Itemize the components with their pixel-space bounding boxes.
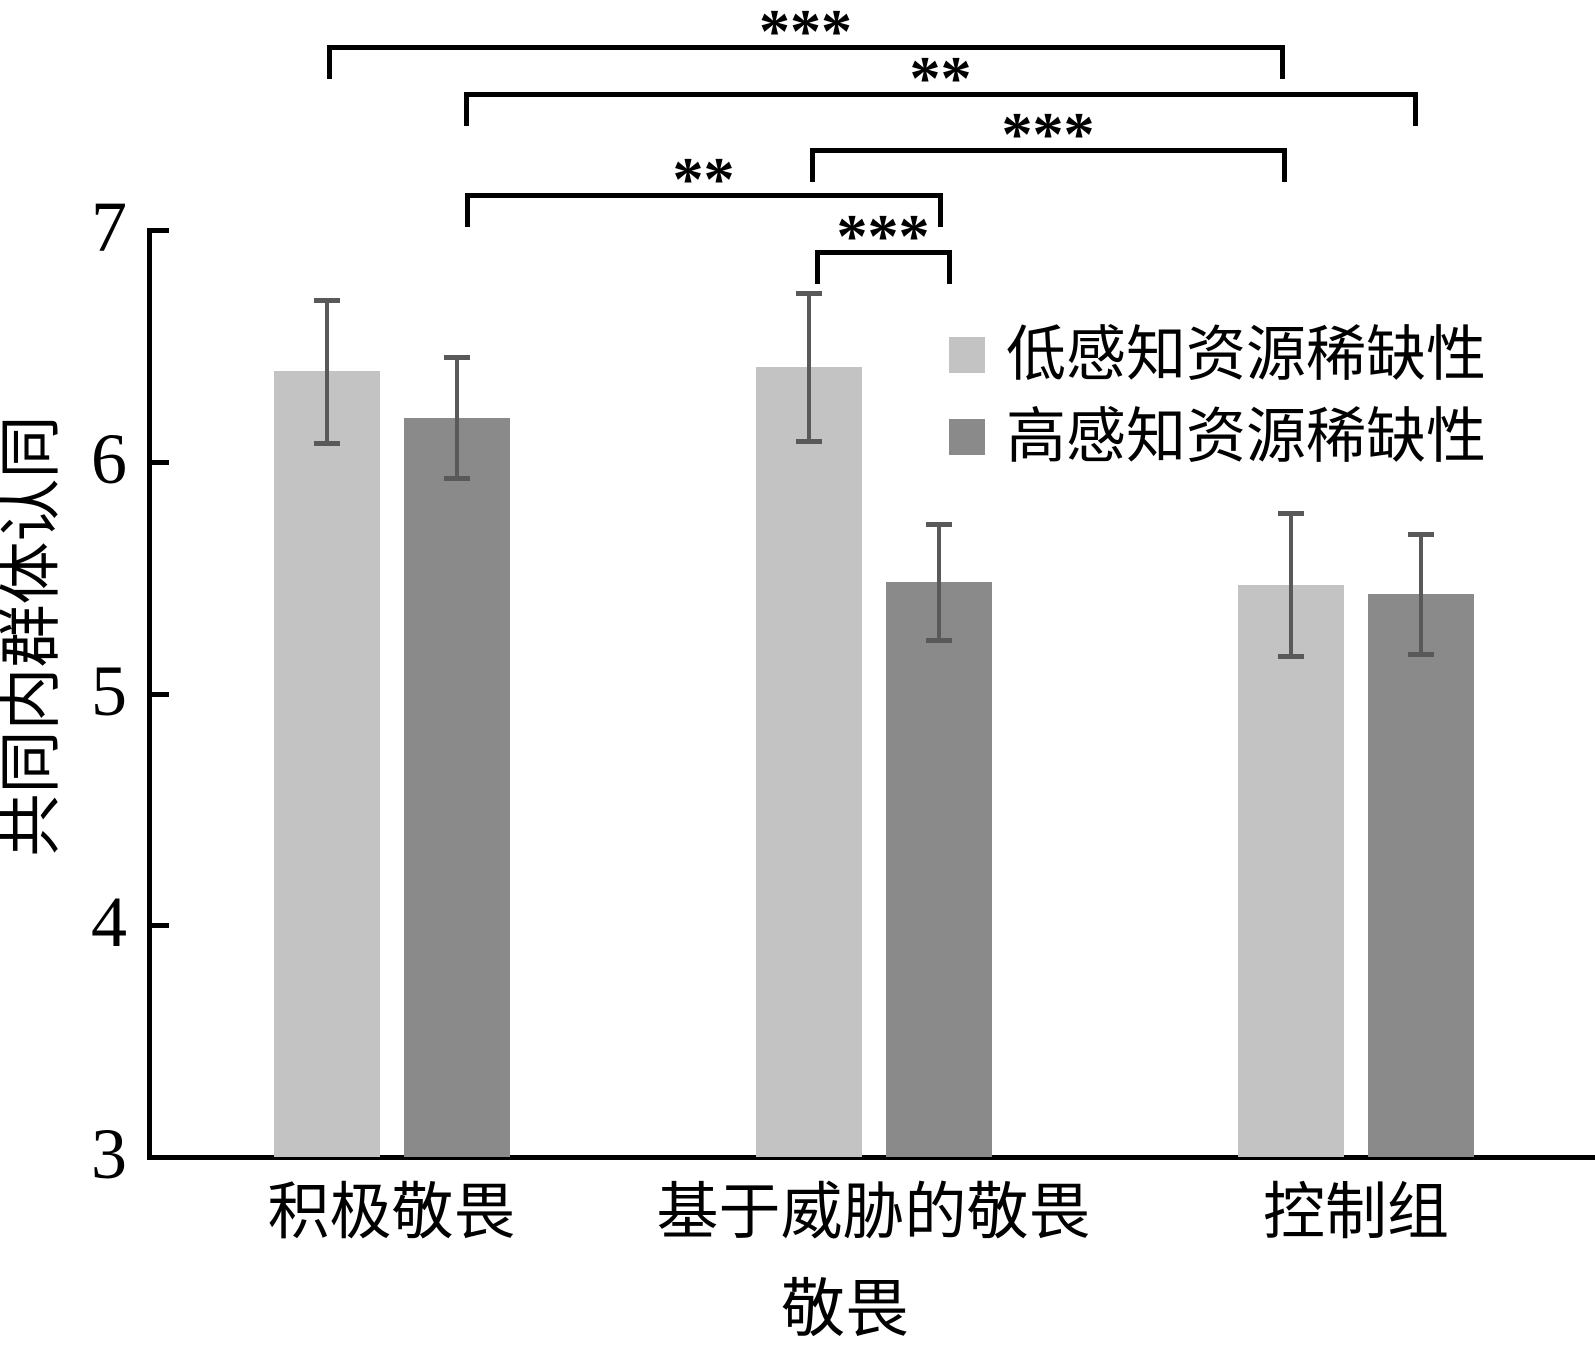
x-category-label-2: 控制组	[1262, 1179, 1450, 1247]
significance-bracket-tick	[947, 250, 952, 284]
significance-bracket-tick	[1280, 45, 1285, 79]
error-bar-cap-bottom	[1408, 652, 1434, 658]
y-axis-line	[147, 228, 152, 1160]
y-tick-label-5: 5	[91, 650, 127, 731]
significance-label-3: **	[672, 146, 735, 214]
y-tick-7	[152, 228, 169, 233]
significance-bracket-tick	[815, 250, 820, 284]
y-tick-6	[152, 459, 169, 465]
significance-bracket-tick	[938, 193, 943, 227]
legend: 低感知资源稀缺性 高感知资源稀缺性	[949, 325, 1486, 501]
error-bar-line	[806, 292, 811, 441]
significance-label-2: ***	[1001, 101, 1095, 169]
error-bar-cap-bottom	[443, 475, 470, 481]
significance-bracket-0	[327, 45, 1285, 50]
bar-1-high	[885, 582, 992, 1157]
bar-2-high	[1368, 593, 1474, 1157]
legend-swatch-low-scarcity-icon	[949, 337, 985, 373]
y-tick-4	[152, 923, 169, 929]
error-bar-cap-top	[313, 297, 340, 303]
significance-bracket-2	[810, 148, 1287, 153]
bar-2-low	[1238, 584, 1344, 1157]
significance-bracket-4	[815, 250, 952, 255]
significance-bracket-tick	[1282, 148, 1287, 182]
bar-0-high	[403, 417, 510, 1157]
x-axis-title: 敬畏	[781, 1274, 909, 1345]
legend-swatch-high-scarcity-icon	[949, 419, 985, 455]
error-bar-cap-top	[1278, 510, 1304, 516]
significance-label-0: ***	[759, 0, 852, 66]
legend-label-high-scarcity: 高感知资源稀缺性	[1006, 404, 1486, 470]
error-bar-line	[454, 357, 459, 478]
error-bar-line	[1419, 533, 1423, 655]
x-category-label-1: 基于威胁的敬畏	[656, 1179, 1091, 1247]
error-bar-line	[936, 524, 941, 641]
x-category-label-0: 积极敬畏	[267, 1179, 516, 1247]
error-bar-cap-top	[1408, 531, 1434, 537]
significance-bracket-tick	[464, 92, 469, 126]
legend-item-low-scarcity: 低感知资源稀缺性	[949, 325, 1486, 385]
error-bar-cap-top	[925, 522, 952, 528]
significance-label-4: ***	[836, 203, 930, 271]
y-tick-label-3: 3	[91, 1114, 127, 1195]
significance-bracket-1	[464, 92, 1418, 97]
y-tick-label-4: 4	[91, 882, 127, 963]
y-tick-label-7: 7	[91, 187, 127, 268]
legend-item-high-scarcity: 高感知资源稀缺性	[949, 407, 1486, 467]
error-bar-line	[324, 299, 329, 444]
bar-1-low	[755, 366, 862, 1157]
significance-label-1: **	[909, 45, 972, 113]
bar-0-low	[273, 371, 380, 1157]
y-tick-label-6: 6	[91, 418, 127, 499]
significance-bracket-3	[465, 193, 943, 198]
error-bar-cap-top	[443, 355, 470, 361]
error-bar-cap-bottom	[1278, 654, 1304, 660]
legend-label-low-scarcity: 低感知资源稀缺性	[1006, 322, 1486, 388]
significance-bracket-tick	[465, 193, 470, 227]
error-bar-cap-bottom	[925, 638, 952, 644]
error-bar-cap-top	[795, 290, 822, 296]
error-bar-line	[1289, 512, 1293, 657]
significance-bracket-tick	[1413, 92, 1418, 126]
error-bar-cap-bottom	[795, 438, 822, 444]
error-bar-cap-bottom	[313, 441, 340, 447]
x-axis-line	[147, 1155, 1595, 1160]
y-tick-5	[152, 691, 169, 697]
significance-bracket-tick	[810, 148, 815, 182]
significance-bracket-tick	[327, 45, 332, 79]
